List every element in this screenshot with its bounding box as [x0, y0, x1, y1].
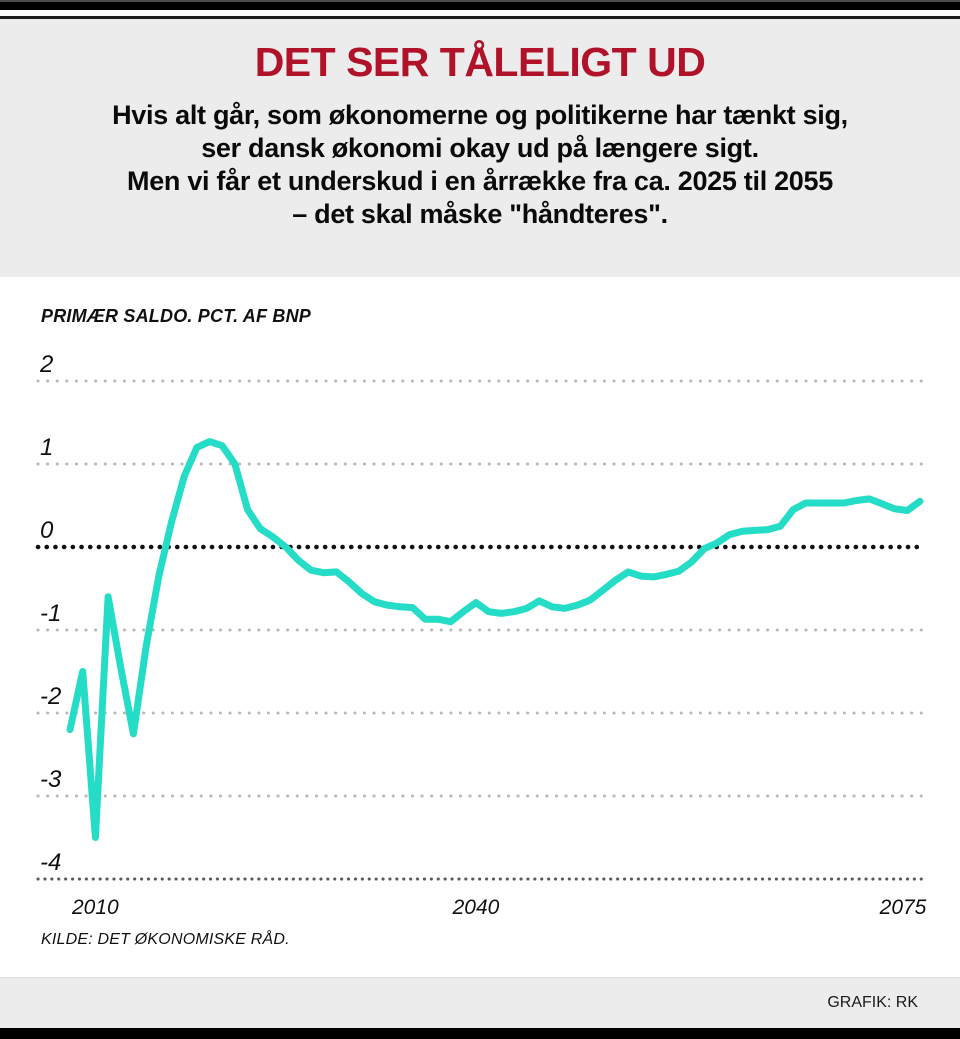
y-tick-label: -3 — [40, 766, 62, 793]
top-stripe-gray — [0, 0, 960, 2]
x-tick-label: 2075 — [879, 896, 927, 919]
intro-text: Hvis alt går, som økonomerne og politike… — [0, 99, 960, 231]
x-tick-label: 2010 — [71, 896, 119, 919]
y-tick-label: -1 — [40, 600, 61, 627]
y-tick-label: -4 — [40, 849, 61, 876]
x-tick-label: 2040 — [452, 896, 500, 919]
graphic-credit: GRAFIK: RK — [827, 994, 918, 1011]
intro-line: Hvis alt går, som økonomerne og politike… — [112, 100, 848, 130]
y-tick-label: 0 — [40, 517, 54, 544]
y-tick-label: 1 — [40, 434, 53, 461]
intro-line: – det skal måske "håndteres". — [292, 199, 668, 229]
intro-line: ser dansk økonomi okay ud på længere sig… — [201, 133, 759, 163]
y-tick-label: 2 — [39, 351, 53, 378]
chart-panel: 2 1 0 -1 -2 -3 -4 2010 2040 2075 PRIMÆR SALDO. PC… — [0, 277, 960, 977]
top-stripe-white — [0, 10, 960, 16]
footer: GRAFIK: RK — [0, 977, 960, 1028]
top-stripe-thin-black — [0, 16, 960, 19]
primary-balance-chart: 2 1 0 -1 -2 -3 -4 2010 2040 2075 — [35, 351, 927, 919]
header: DET SER TÅLELIGT UD Hvis alt går, som øk… — [0, 19, 960, 277]
intro-line: Men vi får et underskud i en årrække fra… — [127, 166, 833, 196]
source-note: KILDE: DET ØKONOMISKE RÅD. — [41, 931, 290, 948]
top-stripe-black — [0, 2, 960, 10]
chart-axis-title: PRIMÆR SALDO. PCT. AF BNP — [41, 306, 311, 326]
bottom-bar — [0, 1028, 960, 1039]
page-title: DET SER TÅLELIGT UD — [254, 39, 706, 85]
data-line — [66, 438, 924, 841]
y-tick-label: -2 — [40, 683, 61, 710]
